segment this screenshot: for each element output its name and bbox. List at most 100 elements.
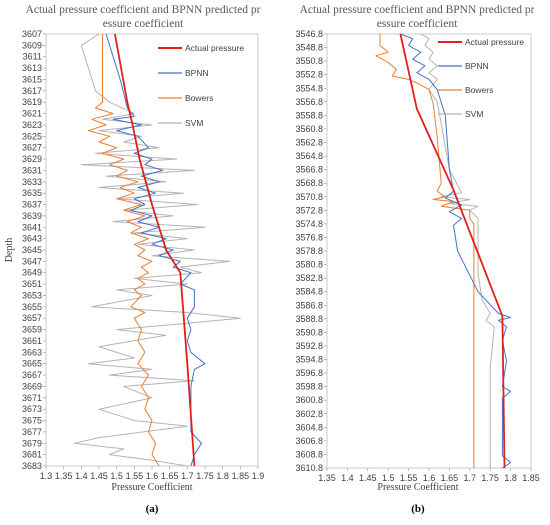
chart-b-y-tick-label: 3576.8: [295, 232, 323, 242]
chart-a-y-tick-label: 3639: [22, 211, 42, 221]
chart-b-y-tick-label: 3570.8: [295, 192, 323, 202]
chart-b-y-tick-label: 3580.8: [295, 260, 323, 270]
chart-b-x-tick-label: 1.6: [423, 473, 436, 483]
chart-a-y-tick-label: 3649: [22, 268, 42, 278]
chart-b-y-tick-label: 3550.8: [295, 56, 323, 66]
chart-a-y-tick-label: 3635: [22, 188, 42, 198]
chart-b-x-tick-label: 1.65: [441, 473, 459, 483]
chart-a-y-tick-label: 3633: [22, 177, 42, 187]
chart-b-y-tick-label: 3592.8: [295, 341, 323, 351]
chart-a-y-tick-label: 3617: [22, 86, 42, 96]
chart-b-x-tick-label: 1.45: [359, 473, 377, 483]
chart-a-series-svm-line: [73, 33, 241, 467]
chart-b-panel-label: (b): [411, 503, 425, 515]
chart-a-y-tick-label: 3613: [22, 63, 42, 73]
chart-a-y-tick-label: 3623: [22, 120, 42, 130]
chart-b-x-tick-label: 1.5: [382, 473, 395, 483]
chart-a-y-tick-label: 3627: [22, 143, 42, 153]
chart-b-y-tick-label: 3582.8: [295, 273, 323, 283]
chart-b: Actual pressure coefficient and BPNN pre…: [295, 4, 539, 515]
chart-b-x-tick-label: 1.85: [522, 473, 540, 483]
chart-a-y-tick-label: 3677: [22, 427, 42, 437]
chart-b-y-ticks: 3546.8 3548.8 3550.8 3552.8 3554.8 3556.8 3558…: [295, 29, 327, 473]
chart-b-y-tick-label: 3564.8: [295, 151, 323, 161]
chart-a-y-tick-label: 3675: [22, 416, 42, 426]
chart-a-x-tick-label: 1.5: [110, 471, 123, 481]
chart-b-y-tick-label: 3606.8: [295, 436, 323, 446]
chart-a-legend-bowers-label: Bowers: [185, 93, 213, 103]
chart-b-x-tick-label: 1.35: [318, 473, 336, 483]
chart-b-y-tick-label: 3604.8: [295, 422, 323, 432]
chart-a-y-tick-label: 3683: [22, 461, 42, 471]
chart-b-x-tick-label: 1.8: [504, 473, 517, 483]
chart-a-y-tick-label: 3609: [22, 40, 42, 50]
chart-a-y-tick-label: 3607: [22, 29, 42, 39]
chart-a-y-tick-label: 3631: [22, 165, 42, 175]
chart-a-y-tick-label: 3645: [22, 245, 42, 255]
chart-a-x-tick-label: 1.7: [181, 471, 194, 481]
chart-b-y-tick-label: 3602.8: [295, 409, 323, 419]
chart-a-y-axis-label: Depth: [4, 238, 15, 262]
chart-b-series: [375, 33, 512, 469]
chart-b-y-tick-label: 3608.8: [295, 449, 323, 459]
chart-b-y-tick-label: 3598.8: [295, 382, 323, 392]
chart-b-legend-bpnn-label: BPNN: [465, 61, 489, 71]
chart-a-series-bowers-line: [87, 34, 160, 467]
chart-a-x-tick-label: 1.55: [126, 471, 144, 481]
chart-a-y-tick-label: 3655: [22, 302, 42, 312]
chart-b-legend-svm-label: SVM: [465, 109, 483, 119]
chart-b-x-tick-label: 1.55: [400, 473, 418, 483]
chart-a-y-tick-label: 3673: [22, 404, 42, 414]
chart-b-title-line2: essure coefficient: [377, 18, 458, 30]
chart-a-title-line2: essure coefficient: [103, 18, 184, 30]
chart-b-series-bowers-line: [375, 34, 475, 468]
chart-b-series-svm-line: [420, 33, 495, 468]
chart-a-y-tick-label: 3641: [22, 222, 42, 232]
chart-a-legend-svm-label: SVM: [185, 118, 203, 128]
chart-b-x-tick-label: 1.4: [341, 473, 354, 483]
chart-a-y-tick-label: 3661: [22, 336, 42, 346]
chart-a-y-tick-label: 3679: [22, 438, 42, 448]
chart-a-y-tick-label: 3643: [22, 234, 42, 244]
chart-a-y-tick-label: 3629: [22, 154, 42, 164]
chart-a-x-tick-label: 1.35: [55, 471, 73, 481]
chart-a-y-tick-label: 3665: [22, 359, 42, 369]
chart-a-x-axis-label: Pressure Coefficient: [111, 482, 192, 493]
chart-b-y-tick-label: 3560.8: [295, 124, 323, 134]
chart-b-y-tick-label: 3594.8: [295, 355, 323, 365]
chart-a-y-tick-label: 3619: [22, 97, 42, 107]
chart-a-legend-actual-pressure-label: Actual pressure: [185, 43, 244, 53]
chart-b-y-tick-label: 3588.8: [295, 314, 323, 324]
chart-a-y-tick-label: 3653: [22, 290, 42, 300]
chart-b-y-tick-label: 3556.8: [295, 97, 323, 107]
chart-b-y-tick-label: 3590.8: [295, 327, 323, 337]
chart-b-x-ticks: 1.35 1.4 1.45 1.5 1.55 1.6 1.65 1.7 1.75 1.8 1.85: [318, 468, 540, 483]
chart-b-y-tick-label: 3574.8: [295, 219, 323, 229]
chart-a-y-tick-label: 3681: [22, 450, 42, 460]
chart-a-x-tick-label: 1.65: [161, 471, 179, 481]
chart-a-x-tick-label: 1.45: [90, 471, 108, 481]
chart-b-y-tick-label: 3566.8: [295, 165, 323, 175]
chart-a-y-tick-label: 3671: [22, 393, 42, 403]
chart-b-y-tick-label: 3568.8: [295, 178, 323, 188]
chart-a-x-tick-label: 1.3: [40, 471, 53, 481]
chart-a-y-tick-label: 3647: [22, 256, 42, 266]
chart-a-x-tick-label: 1.6: [146, 471, 159, 481]
chart-a-series-actual-pressure-line: [114, 33, 196, 467]
chart-a-x-tick-label: 1.4: [75, 471, 88, 481]
chart-b-y-tick-label: 3586.8: [295, 300, 323, 310]
chart-a-y-tick-label: 3667: [22, 370, 42, 380]
chart-b-y-tick-label: 3572.8: [295, 205, 323, 215]
chart-b-legend-actual-pressure-label: Actual pressure: [465, 37, 524, 47]
chart-a-x-tick-label: 1.75: [196, 471, 214, 481]
chart-b-y-tick-label: 3596.8: [295, 368, 323, 378]
chart-b-legend: Actual pressure BPNN Bowers SVM: [438, 37, 524, 119]
chart-b-y-tick-label: 3552.8: [295, 70, 323, 80]
chart-a-y-tick-label: 3657: [22, 313, 42, 323]
chart-b-y-tick-label: 3578.8: [295, 246, 323, 256]
chart-a-y-tick-label: 3621: [22, 109, 42, 119]
chart-a: Actual pressure coefficient and BPNN pre…: [4, 4, 264, 515]
